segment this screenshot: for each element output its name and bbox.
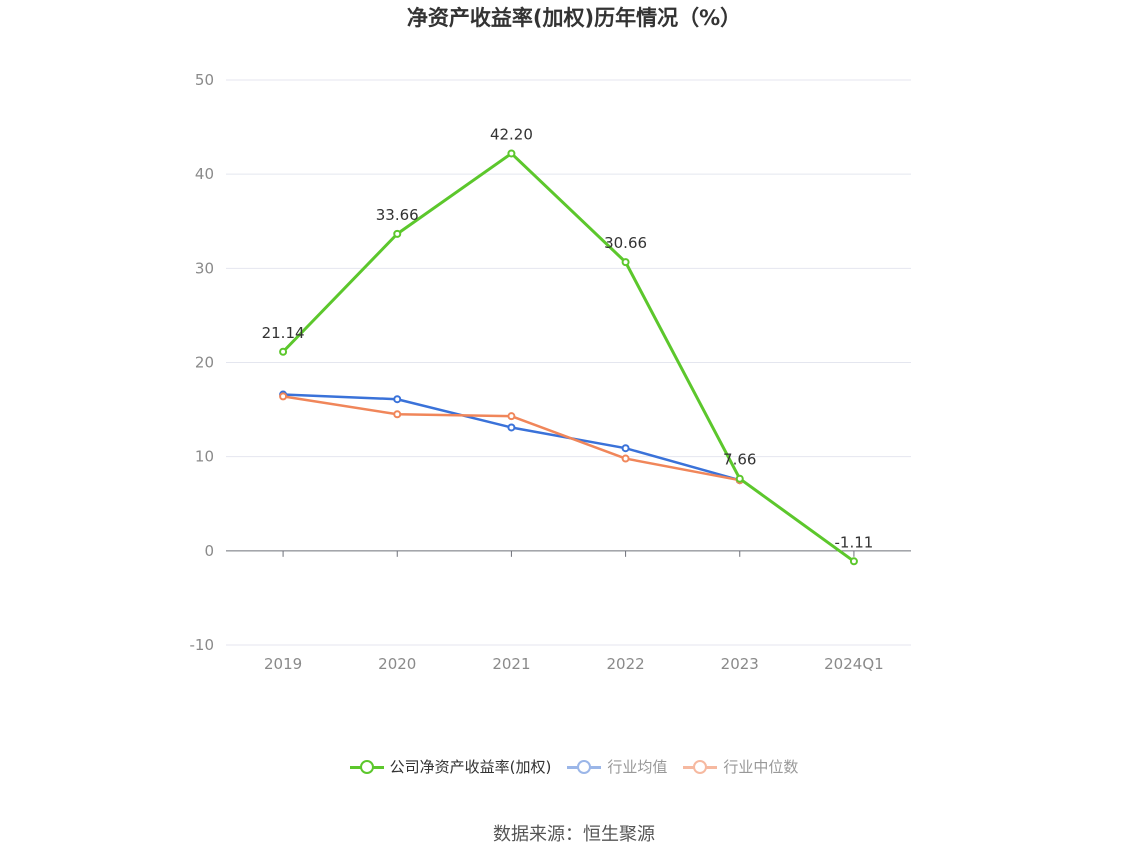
data-label: 7.66 <box>723 451 756 469</box>
legend-label: 公司净资产收益率(加权) <box>389 758 552 776</box>
legend-swatch <box>567 759 602 774</box>
data-point <box>279 392 288 401</box>
y-tick-label: 40 <box>195 165 214 183</box>
x-tick-label: 2020 <box>378 655 416 673</box>
data-point <box>279 347 288 356</box>
source-note: 数据来源：恒生聚源 <box>493 824 655 845</box>
x-tick-label: 2023 <box>721 655 759 673</box>
y-tick-label: 20 <box>195 354 214 372</box>
y-tick-label: -10 <box>190 636 215 654</box>
data-point <box>849 557 858 566</box>
y-tick-label: 10 <box>195 448 214 466</box>
data-label: -1.11 <box>835 533 874 551</box>
x-tick-label: 2021 <box>492 655 530 673</box>
legend-swatch <box>349 759 384 774</box>
axes: -10 0 10 20 30 40 50 2019 2020 2021 2022 2023 2024Q1 <box>190 71 911 673</box>
y-tick-label: 30 <box>195 259 214 277</box>
x-tick-label: 2022 <box>606 655 644 673</box>
data-point <box>393 410 402 419</box>
legend: 公司净资产收益率(加权) 行业均值 行业中位数 <box>0 756 1148 777</box>
data-point <box>507 149 516 158</box>
data-point <box>393 229 402 238</box>
x-tick-label: 2019 <box>264 655 302 673</box>
data-point <box>507 412 516 421</box>
legend-label: 行业中位数 <box>723 758 799 776</box>
legend-item[interactable]: 行业中位数 <box>683 756 798 777</box>
data-label: 30.66 <box>604 234 647 252</box>
data-point <box>507 423 516 432</box>
legend-item[interactable]: 公司净资产收益率(加权) <box>349 756 552 777</box>
x-tick-label: 2024Q1 <box>824 655 884 673</box>
y-tick-label: 50 <box>195 71 214 89</box>
data-point <box>393 395 402 404</box>
data-labels: 21.14 33.66 42.20 30.66 7.66 -1.11 <box>262 125 874 551</box>
legend-item[interactable]: 行业均值 <box>567 756 667 777</box>
data-point <box>621 444 630 453</box>
series-line <box>282 151 855 563</box>
series-line <box>282 395 740 482</box>
data-label: 21.14 <box>262 324 305 342</box>
legend-swatch <box>683 759 718 774</box>
series-lines <box>279 149 858 566</box>
data-point <box>621 454 630 463</box>
y-tick-label: 0 <box>204 542 214 560</box>
data-point <box>735 474 744 483</box>
data-label: 33.66 <box>376 206 419 224</box>
legend-label: 行业均值 <box>607 758 668 776</box>
chart-title: 净资产收益率(加权)历年情况（%） <box>406 6 742 30</box>
data-point <box>621 258 630 267</box>
data-label: 42.20 <box>490 125 533 143</box>
grid-lines <box>226 79 911 646</box>
